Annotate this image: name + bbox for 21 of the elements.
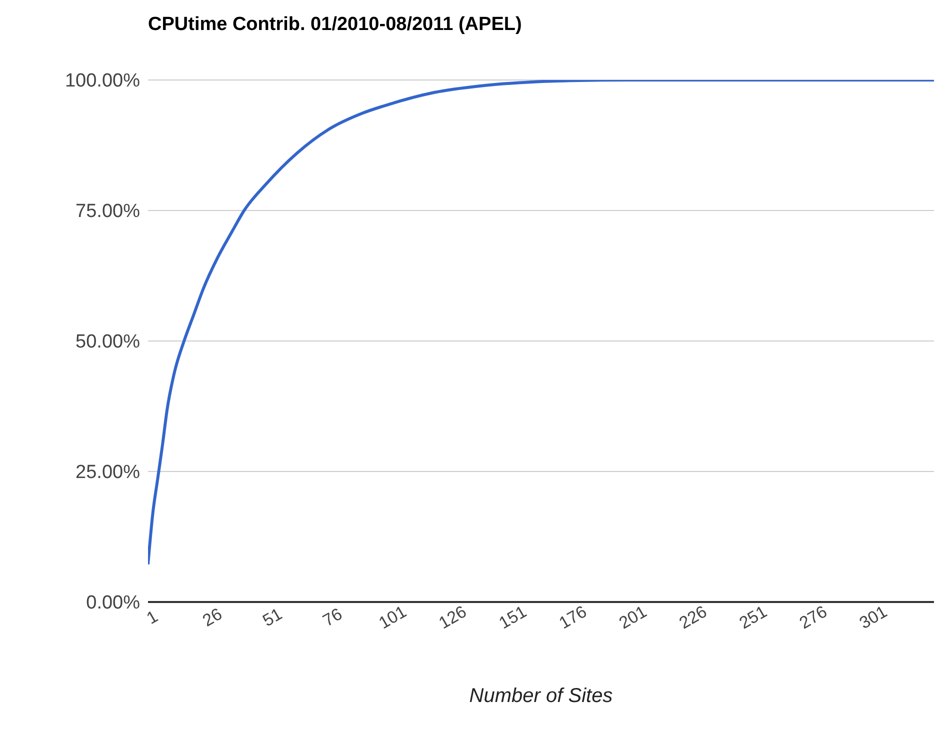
x-axis-title: Number of Sites (469, 685, 613, 707)
x-tick-label: 26 (199, 604, 226, 630)
y-tick-label: 100.00% (64, 70, 140, 92)
x-tick-label: 176 (556, 602, 590, 633)
x-tick-label: 76 (320, 604, 346, 630)
y-tick-label: 25.00% (76, 462, 140, 484)
line-series (148, 80, 934, 566)
x-tick-label: 226 (676, 602, 710, 633)
chart-title: CPUtime Contrib. 01/2010-08/2011 (APEL) (147, 13, 523, 37)
x-tick-label: 301 (856, 602, 890, 633)
x-tick-label: 1 (143, 606, 162, 628)
y-tick-label: 0.00% (86, 592, 140, 614)
x-tick-label: 151 (496, 602, 530, 633)
x-tick-label: 101 (376, 602, 410, 633)
y-tick-label: 75.00% (76, 201, 140, 222)
x-tick-label: 201 (616, 602, 650, 633)
y-tick-label: 50.00% (76, 332, 140, 353)
x-tick-label: 276 (796, 602, 830, 633)
x-tick-label: 251 (736, 602, 770, 633)
x-tick-label: 51 (259, 604, 286, 630)
x-tick-label: 126 (436, 602, 470, 633)
